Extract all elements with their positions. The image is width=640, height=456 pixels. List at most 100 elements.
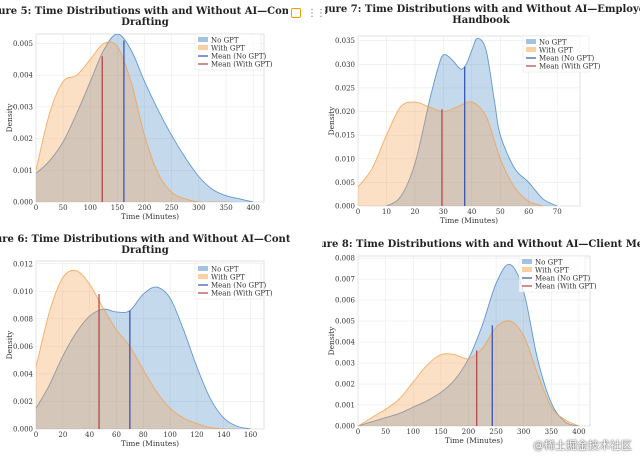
y-tick-label: 0.005: [335, 318, 355, 326]
x-tick-label: 120: [190, 431, 203, 439]
x-tick-label: 50: [381, 428, 390, 436]
y-tick-label: 0.008: [13, 315, 33, 323]
y-tick-label: 0.002: [13, 135, 33, 143]
x-tick-label: 40: [85, 431, 94, 439]
legend-label: No GPT: [539, 39, 567, 47]
y-axis-label: Density: [327, 106, 336, 136]
y-axis-label: Density: [5, 330, 14, 360]
y-tick-label: 0.004: [335, 339, 356, 347]
y-axis-label: Density: [327, 326, 336, 356]
x-tick-label: 50: [496, 208, 505, 216]
series-group: [358, 37, 558, 206]
figure-7-chart: Figure 7: Time Distributions with and Wi…: [322, 4, 640, 225]
x-tick-label: 80: [139, 431, 148, 439]
area-no-gpt: [386, 38, 558, 206]
legend-swatch: [522, 267, 532, 272]
x-tick-label: 60: [112, 431, 121, 439]
x-tick-label: 70: [553, 208, 562, 216]
chart-title: Drafting: [121, 245, 168, 256]
chart-title: Handbook: [452, 15, 511, 26]
legend-swatch: [198, 266, 208, 271]
y-tick-label: 0.020: [335, 108, 355, 116]
x-tick-label: 20: [410, 208, 419, 216]
legend-label: Mean (No GPT): [539, 55, 594, 63]
x-tick-label: 50: [59, 204, 68, 212]
x-tick-label: 30: [439, 208, 448, 216]
y-tick-label: 0.005: [335, 179, 355, 187]
y-tick-label: 0.008: [335, 255, 355, 263]
x-tick-label: 0: [34, 431, 38, 439]
y-tick-label: 0.004: [13, 72, 34, 80]
image-toolbar[interactable]: ⋮⋮: [288, 4, 326, 22]
legend-swatch: [522, 259, 532, 264]
y-tick-label: 0.007: [335, 276, 355, 284]
x-tick-label: 20: [58, 431, 67, 439]
legend-swatch: [198, 274, 208, 279]
y-tick-label: 0.000: [13, 199, 33, 207]
line-no-gpt: [36, 34, 254, 202]
chart-title: Figure 5: Time Distributions with and Wi…: [0, 6, 290, 17]
legend-swatch: [198, 37, 208, 42]
legend-swatch: [198, 45, 208, 50]
figure-5-chart: Figure 5: Time Distributions with and Wi…: [0, 6, 290, 221]
area-with-gpt: [36, 270, 238, 429]
y-tick-label: 0.001: [335, 402, 355, 410]
line-with-gpt: [358, 320, 580, 426]
y-tick-label: 0.001: [13, 167, 33, 175]
y-tick-label: 0.000: [335, 203, 355, 211]
legend-label: Mean (With GPT): [211, 290, 273, 298]
area-no-gpt: [358, 264, 579, 426]
legend-label: Mean (With GPT): [535, 283, 597, 291]
image-icon[interactable]: [291, 8, 301, 18]
figure-8-chart: Figure 8: Time Distributions with and Wi…: [322, 239, 640, 445]
figure-6: Figure 6: Time Distributions with and Wi…: [0, 228, 290, 456]
legend-label: No GPT: [211, 266, 239, 274]
x-axis-label: Time (Minutes): [445, 436, 503, 445]
y-tick-label: 0.015: [335, 132, 355, 140]
line-with-gpt: [36, 269, 238, 429]
line-with-gpt: [36, 41, 226, 202]
x-tick-label: 0: [34, 204, 38, 212]
y-tick-label: 0.035: [335, 37, 355, 45]
area-with-gpt: [358, 101, 543, 206]
legend-label: Mean (With GPT): [539, 63, 601, 71]
x-tick-label: 60: [524, 208, 533, 216]
y-tick-label: 0.003: [335, 360, 355, 368]
x-tick-label: 350: [545, 428, 558, 436]
x-tick-label: 140: [217, 431, 230, 439]
x-tick-label: 250: [165, 204, 178, 212]
legend-label: Mean (No GPT): [211, 53, 266, 61]
x-tick-label: 0: [356, 208, 360, 216]
x-tick-label: 200: [138, 204, 151, 212]
y-tick-label: 0.006: [335, 297, 356, 305]
legend-label: With GPT: [211, 274, 245, 282]
area-no-gpt: [36, 287, 251, 429]
legend-label: With GPT: [535, 267, 569, 275]
legend-label: No GPT: [535, 259, 563, 267]
x-tick-label: 160: [244, 431, 257, 439]
y-tick-label: 0.004: [13, 370, 34, 378]
chart-title: Figure 7: Time Distributions with and Wi…: [322, 4, 640, 15]
y-tick-label: 0.000: [335, 423, 355, 431]
y-tick-label: 0.010: [335, 155, 355, 163]
x-tick-label: 300: [517, 428, 530, 436]
x-tick-label: 400: [572, 428, 585, 436]
area-with-gpt: [358, 320, 579, 426]
x-tick-label: 200: [462, 428, 475, 436]
x-axis-label: Time (Minutes): [121, 439, 179, 448]
legend-label: Mean (With GPT): [211, 61, 273, 69]
legend-label: No GPT: [211, 37, 239, 45]
legend-label: With GPT: [539, 47, 573, 55]
drag-handle-icon[interactable]: ⋮⋮: [307, 7, 326, 19]
y-tick-label: 0.000: [13, 426, 33, 434]
x-tick-label: 10: [382, 208, 391, 216]
figure-7: Figure 7: Time Distributions with and Wi…: [322, 0, 640, 228]
series-group: [36, 34, 254, 202]
x-tick-label: 400: [246, 204, 259, 212]
area-no-gpt: [36, 34, 254, 202]
line-with-gpt: [358, 101, 544, 206]
x-tick-label: 300: [192, 204, 205, 212]
